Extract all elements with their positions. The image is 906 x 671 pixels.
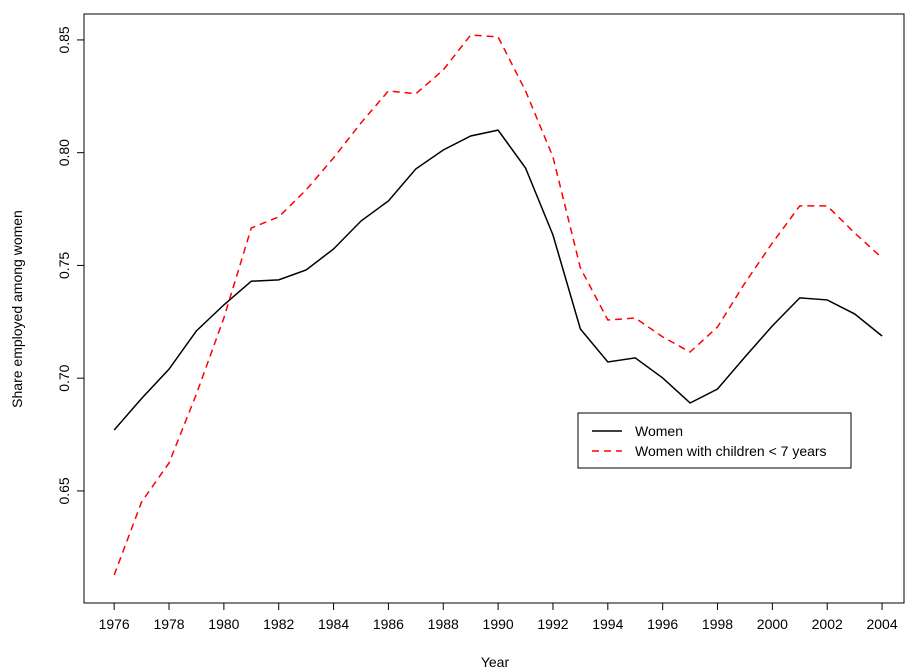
x-tick-label: 1980 — [208, 616, 239, 632]
x-axis-label: Year — [481, 654, 510, 670]
legend-label: Women with children < 7 years — [635, 443, 827, 459]
y-tick-label: 0.85 — [56, 26, 72, 53]
x-tick-label: 1978 — [153, 616, 184, 632]
y-tick-label: 0.75 — [56, 252, 72, 279]
x-tick-label: 1984 — [318, 616, 349, 632]
legend-label: Women — [635, 423, 683, 439]
x-tick-label: 1996 — [647, 616, 678, 632]
x-tick-label: 1988 — [428, 616, 459, 632]
x-tick-label: 1990 — [483, 616, 514, 632]
x-tick-label: 1982 — [263, 616, 294, 632]
x-tick-label: 2000 — [757, 616, 788, 632]
x-tick-label: 1976 — [99, 616, 130, 632]
x-tick-label: 1994 — [592, 616, 623, 632]
series-line — [113, 129, 883, 431]
x-tick-label: 1986 — [373, 616, 404, 632]
x-tick-label: 2002 — [812, 616, 843, 632]
y-axis-label: Share employed among women — [9, 210, 25, 408]
y-tick-label: 0.70 — [56, 364, 72, 391]
x-tick-label: 1998 — [702, 616, 733, 632]
plot-frame — [83, 13, 905, 604]
y-tick-label: 0.65 — [56, 477, 72, 504]
x-tick-label: 2004 — [866, 616, 897, 632]
y-tick-label: 0.80 — [56, 139, 72, 166]
legend-box — [577, 412, 852, 469]
series-line — [113, 34, 883, 576]
x-tick-label: 1992 — [537, 616, 568, 632]
